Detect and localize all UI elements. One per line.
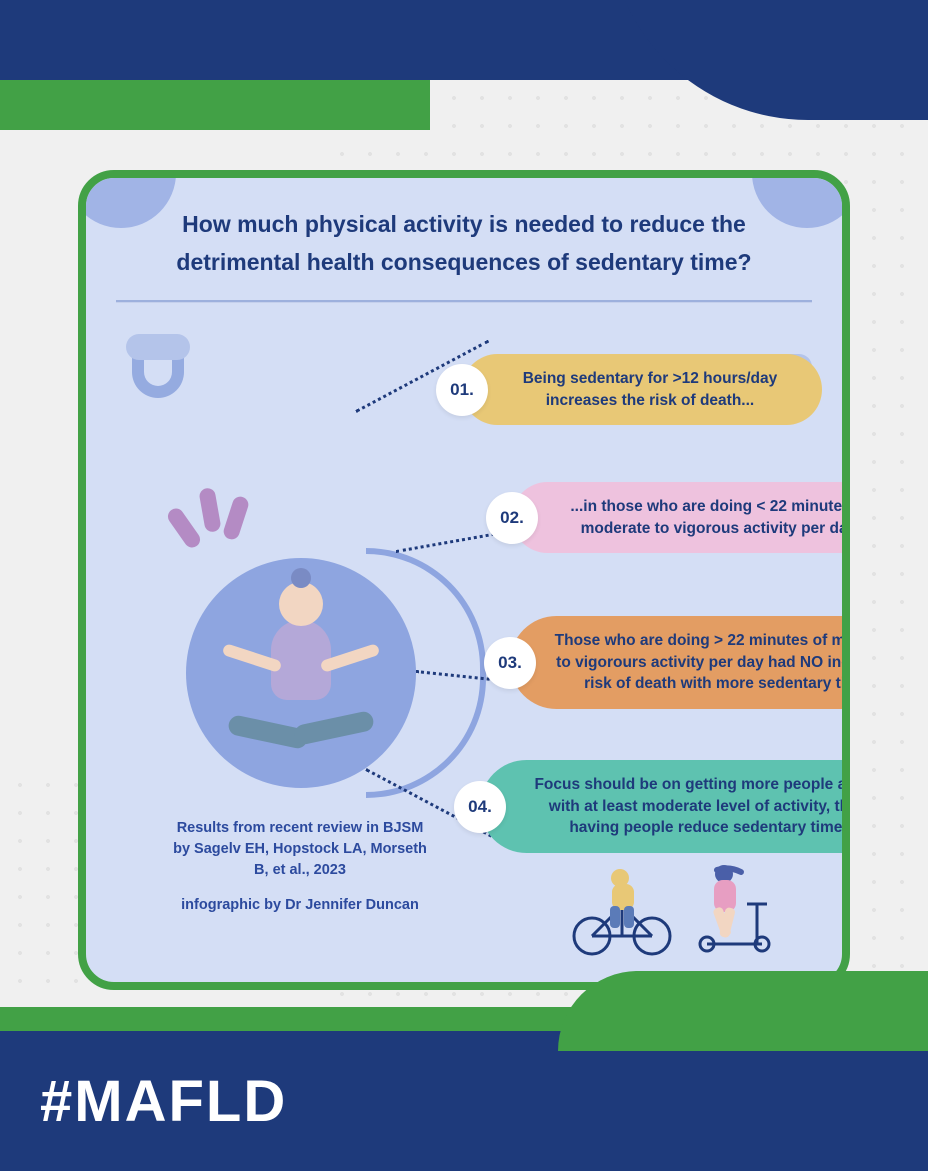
item-number: 01. — [436, 364, 488, 416]
item-text: Being sedentary for >12 hours/day increa… — [462, 354, 822, 425]
item-number: 04. — [454, 781, 506, 833]
info-item-3: 03.Those who are doing > 22 minutes of m… — [484, 616, 850, 709]
hashtag-text: #MAFLD — [40, 1068, 287, 1135]
item-text: Focus should be on getting more people a… — [480, 760, 850, 853]
bottom-green-curve — [558, 971, 928, 1051]
item-text: ...in those who are doing < 22 minutes o… — [512, 482, 850, 553]
meditating-person-icon — [226, 582, 376, 762]
card-title: How much physical activity is needed to … — [86, 178, 842, 300]
cycling-people-icon — [562, 856, 782, 956]
item-text: Those who are doing > 22 minutes of mode… — [510, 616, 850, 709]
card-divider — [116, 300, 812, 303]
info-item-4: 04.Focus should be on getting more peopl… — [454, 760, 850, 853]
top-green-bar — [0, 80, 430, 130]
info-item-2: 02....in those who are doing < 22 minute… — [486, 482, 850, 553]
bottom-navy-bar: #MAFLD — [0, 1031, 928, 1171]
citation-source: Results from recent review in BJSM by Sa… — [170, 818, 430, 881]
item-number: 02. — [486, 492, 538, 544]
ring-decoration-left — [132, 358, 184, 398]
infographic-card: How much physical activity is needed to … — [78, 170, 850, 990]
citation-block: Results from recent review in BJSM by Sa… — [170, 818, 430, 916]
item-number: 03. — [484, 637, 536, 689]
citation-author: infographic by Dr Jennifer Duncan — [170, 895, 430, 916]
info-item-1: 01.Being sedentary for >12 hours/day inc… — [436, 354, 822, 425]
